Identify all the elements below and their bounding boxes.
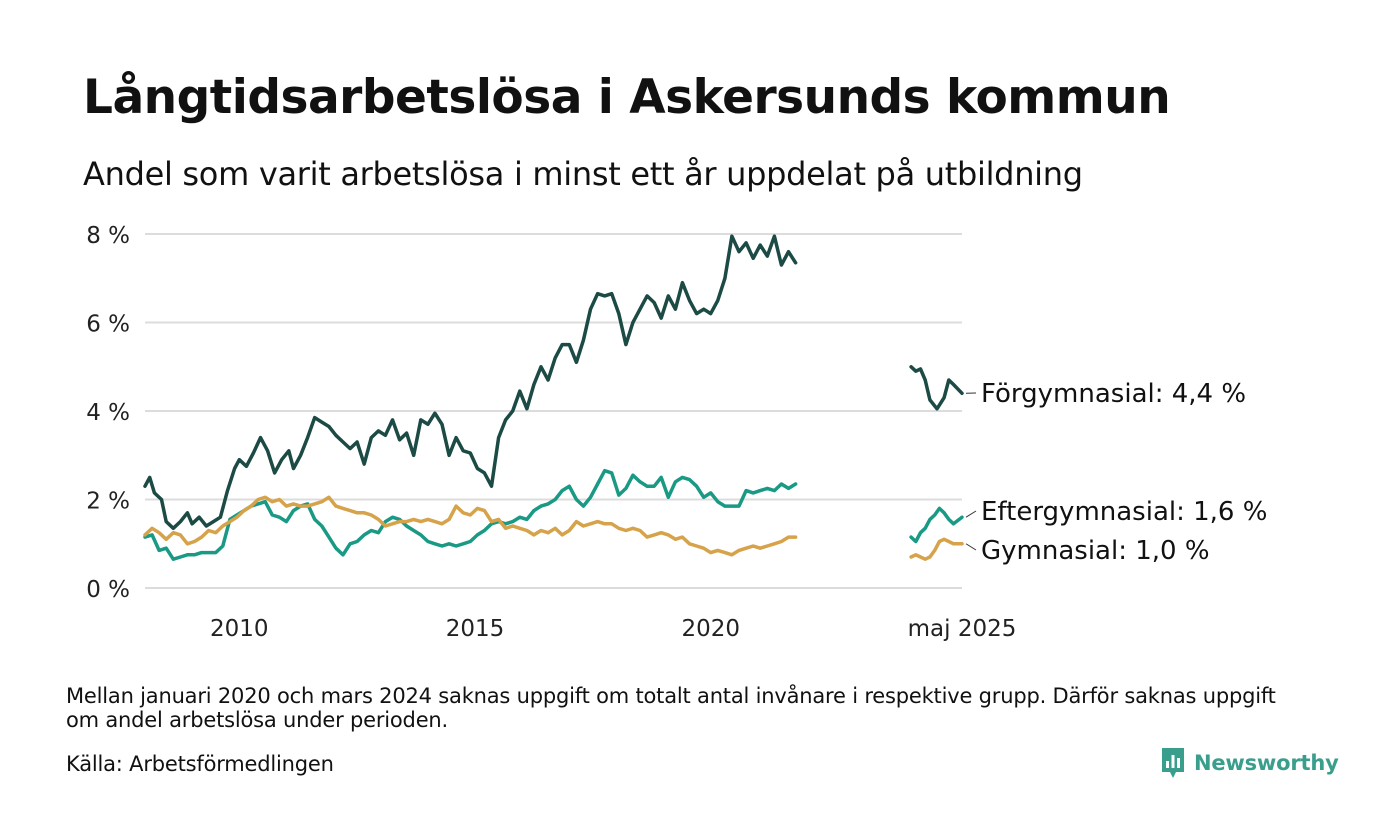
end-labels: Förgymnasial: 4,4 % Eftergymnasial: 1,6 %… (965, 379, 1267, 566)
brand-logo[interactable]: Newsworthy (1160, 746, 1339, 780)
brand-name: Newsworthy (1194, 751, 1339, 775)
chart-title: Långtidsarbetslösa i Askersunds kommun (83, 70, 1171, 125)
series-end-label: Gymnasial: 1,0 % (981, 536, 1210, 566)
x-tick-label: maj 2025 (908, 616, 1017, 642)
series-line-gymnasial (909, 537, 964, 561)
series-end-label: Eftergymnasial: 1,6 % (981, 497, 1267, 527)
x-tick-label: 2020 (681, 616, 740, 642)
chart-subtitle: Andel som varit arbetslösa i minst ett å… (83, 155, 1083, 193)
series-line-eftergymnasial (909, 506, 964, 544)
y-tick-label: 8 % (86, 223, 130, 249)
y-tick-label: 0 % (86, 577, 130, 603)
end-label-connector (965, 543, 977, 551)
line-chart: 0 % 2 % 4 % 6 % 8 % 2010 2015 2020 maj 2025 För… (86, 223, 1267, 642)
series-end-label: Förgymnasial: 4,4 % (981, 379, 1246, 409)
y-tick-label: 2 % (86, 489, 130, 515)
x-tick-label: 2015 (446, 616, 505, 642)
newsworthy-logo-icon (1162, 748, 1184, 778)
series-line-förgymnasial (909, 365, 964, 411)
x-axis: 2010 2015 2020 maj 2025 (210, 616, 1016, 642)
end-label-connector (965, 510, 977, 518)
source-text: Källa: Arbetsförmedlingen (66, 752, 334, 776)
footnote: Mellan januari 2020 och mars 2024 saknas… (66, 684, 1276, 732)
series-lines (143, 234, 964, 561)
y-tick-label: 4 % (86, 400, 130, 426)
x-tick-label: 2010 (210, 616, 269, 642)
gridlines (145, 233, 962, 589)
series-line-gymnasial (143, 495, 798, 557)
series-line-förgymnasial (143, 234, 798, 531)
y-tick-label: 6 % (86, 312, 130, 338)
y-axis: 0 % 2 % 4 % 6 % 8 % (86, 223, 130, 603)
